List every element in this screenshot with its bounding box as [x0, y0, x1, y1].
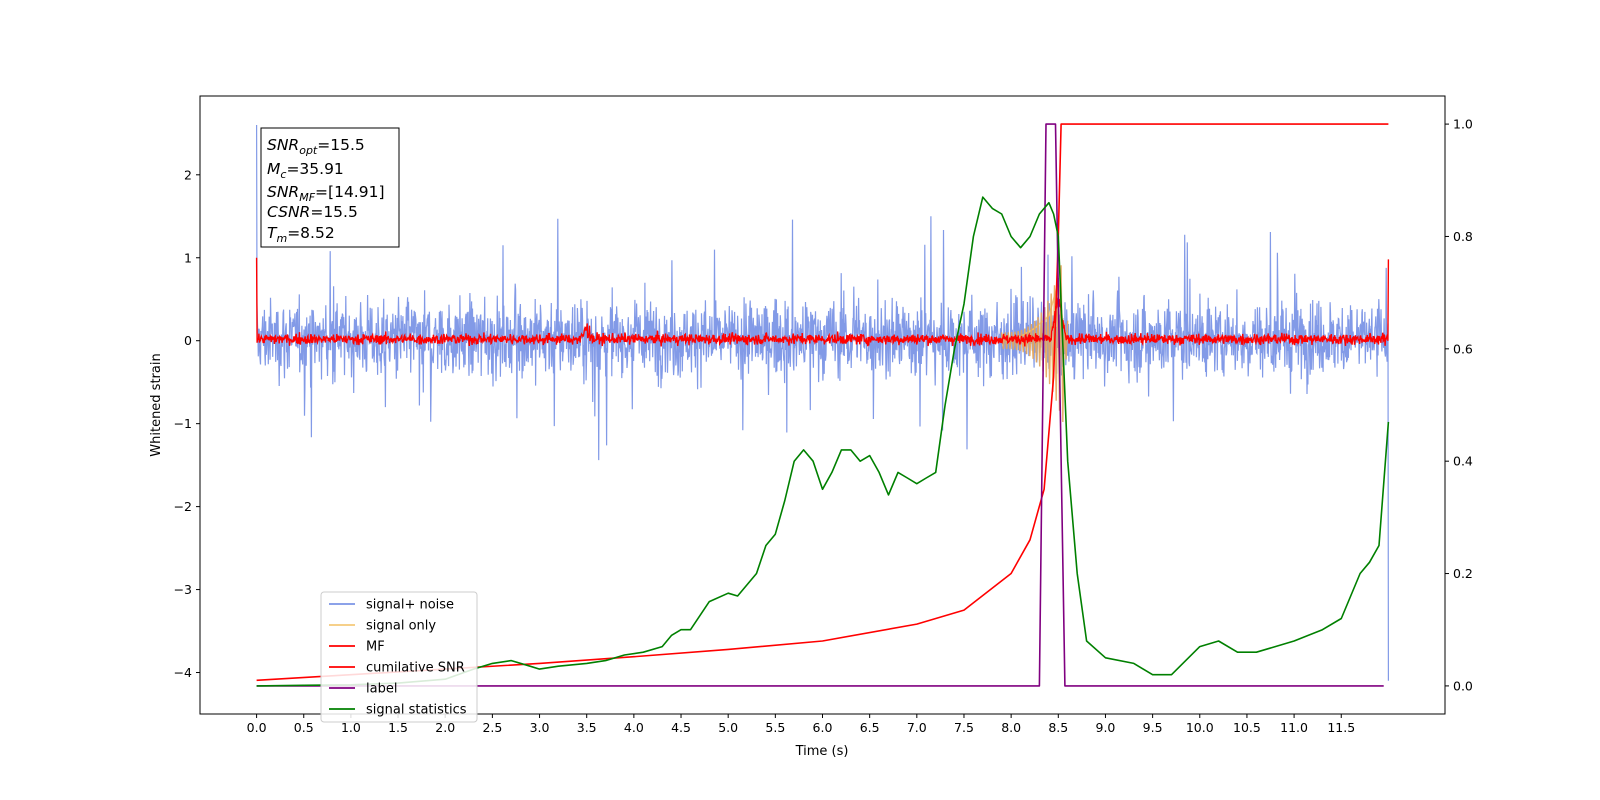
x-tick-label: 4.5 — [671, 720, 691, 735]
y-right-tick-label: 0.6 — [1453, 341, 1473, 356]
x-tick-label: 6.5 — [860, 720, 880, 735]
info-tm: Tm=8.52 — [267, 224, 335, 245]
x-axis-label: Time (s) — [795, 744, 849, 759]
x-tick-label: 0.0 — [247, 720, 267, 735]
info-csnr: CSNR=15.5 — [267, 203, 358, 221]
y-left-tick-label: 1 — [184, 250, 192, 265]
x-tick-label: 8.5 — [1048, 720, 1068, 735]
x-tick-label: 9.5 — [1143, 720, 1163, 735]
series-label-line — [256, 123, 1384, 687]
y-axis-right: 1.0 0.8 0.6 0.4 0.2 0.0 — [1445, 117, 1473, 693]
x-axis: 0.0 0.5 1.0 1.5 2.0 2.5 3.0 3.5 4.0 4.5 5.0 5.5 6.0 6… — [247, 714, 1355, 735]
info-box-frame — [260, 127, 400, 248]
x-tick-label: 11.0 — [1280, 720, 1308, 735]
info-mc: Mc=35.91 — [267, 160, 344, 181]
legend-frame — [320, 591, 478, 723]
x-tick-label: 3.5 — [577, 720, 597, 735]
legend-label: signal statistics — [366, 703, 467, 718]
y-left-tick-label: −1 — [174, 416, 192, 431]
x-tick-label: 5.5 — [765, 720, 785, 735]
series-mf-line — [255, 257, 1390, 347]
legend-label: signal+ noise — [366, 598, 454, 613]
x-tick-label: 0.5 — [294, 720, 314, 735]
y-right-tick-label: 1.0 — [1453, 117, 1473, 132]
info-snr-opt: SNRopt=15.5 — [267, 136, 365, 157]
info-box: SNRopt=15.5 Mc=35.91 SNRMF=[14.91] CSNR=… — [260, 127, 400, 248]
x-tick-label: 9.0 — [1096, 720, 1116, 735]
y-left-tick-label: 2 — [184, 167, 192, 182]
series-signal-noise-line — [256, 124, 1389, 681]
x-tick-label: 1.5 — [388, 720, 408, 735]
y-left-tick-label: −2 — [174, 499, 192, 514]
y-axis-left-label: Whitened strain — [149, 353, 164, 456]
legend-label: signal only — [366, 619, 436, 634]
x-tick-label: 4.0 — [624, 720, 644, 735]
x-tick-label: 3.0 — [530, 720, 550, 735]
x-tick-label: 2.0 — [435, 720, 455, 735]
x-tick-label: 5.0 — [718, 720, 738, 735]
legend: signal+ noise signal only MF cumilative SNR… — [320, 591, 478, 723]
legend-label: cumilative SNR — [366, 661, 465, 676]
x-tick-label: 10.0 — [1186, 720, 1214, 735]
y-left-tick-label: 0 — [184, 333, 192, 348]
y-left-tick-label: −3 — [174, 582, 192, 597]
x-tick-label: 8.0 — [1001, 720, 1021, 735]
series-cumilative-snr-line — [256, 123, 1389, 682]
y-axis-left: 2 1 0 −1 −2 −3 −4 — [174, 167, 200, 680]
x-tick-label: 1.0 — [341, 720, 361, 735]
x-tick-label: 2.5 — [482, 720, 502, 735]
y-right-tick-label: 0.0 — [1453, 678, 1473, 693]
x-tick-label: 11.5 — [1327, 720, 1355, 735]
x-tick-label: 7.0 — [907, 720, 927, 735]
series-layer — [255, 123, 1390, 687]
y-left-tick-label: −4 — [174, 665, 192, 680]
x-tick-label: 6.0 — [813, 720, 833, 735]
y-right-tick-label: 0.8 — [1453, 229, 1473, 244]
x-tick-label: 7.5 — [954, 720, 974, 735]
legend-label: label — [366, 682, 397, 697]
x-tick-label: 10.5 — [1233, 720, 1261, 735]
info-snr-mf: SNRMF=[14.91] — [267, 183, 385, 204]
series-signal-statistics-line — [256, 196, 1390, 687]
legend-rows: signal+ noise signal only MF cumilative SNR… — [329, 598, 467, 718]
y-right-tick-label: 0.2 — [1453, 566, 1473, 581]
legend-label: MF — [366, 640, 385, 655]
y-right-tick-label: 0.4 — [1453, 454, 1473, 469]
